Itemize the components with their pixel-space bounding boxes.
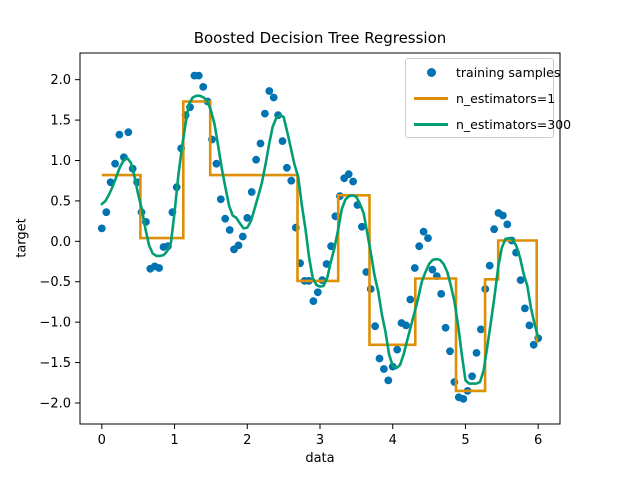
n-estimators-300-line [100,94,540,385]
training-sample-point [358,222,366,231]
training-sample-point [485,261,494,270]
training-sample-point [503,220,512,229]
training-sample-point [199,83,208,91]
legend-label: training samples [456,64,561,80]
training-sample-point [437,290,446,298]
training-sample-point [406,295,415,304]
x-tick-label: 2 [243,433,251,448]
training-sample-point [247,188,256,196]
training-sample-point [472,349,481,357]
training-sample-point [238,232,247,241]
training-sample-point [380,365,388,373]
line-swatch-icon [414,122,448,126]
legend-item-n-estimators-300: n_estimators=300 [413,111,571,137]
y-axis-label: target [14,218,30,258]
y-tick-label: 0.5 [50,194,71,209]
training-sample-point [441,323,450,332]
y-tick-label: −2.0 [39,396,71,411]
training-sample-point [216,195,225,204]
y-tick-label: 0.0 [50,235,71,250]
training-sample-point [459,395,468,403]
y-tick-label: −1.0 [39,316,71,331]
y-tick-label: 1.5 [50,114,71,129]
line-swatch-icon [414,96,448,100]
x-tick-label: 0 [98,433,106,448]
training-sample-point [194,71,203,80]
training-sample-point [499,211,507,220]
training-sample-point [424,234,432,243]
y-tick-label: 2.0 [50,73,71,88]
x-axis-label: data [305,451,335,466]
legend-item-training-samples: training samples [413,59,560,85]
training-sample-point [124,128,133,137]
training-sample-point [375,354,384,363]
legend-item-n-estimators-1: n_estimators=1 [413,85,556,111]
training-sample-point [243,214,252,222]
training-sample-point [261,109,269,118]
x-tick-label: 5 [461,433,469,448]
training-sample-point [371,322,379,331]
training-sample-point [327,242,335,251]
training-sample-point [287,176,296,185]
y-tick-label: 1.0 [50,154,71,169]
training-sample-point [490,225,498,234]
training-sample-point [313,288,322,297]
training-sample-point [446,347,454,356]
training-sample-point [393,345,402,354]
legend-handle [413,122,449,126]
x-tick-label: 3 [316,433,324,448]
legend-handle [413,67,449,77]
training-sample-point [309,297,318,305]
training-sample-point [278,137,287,146]
training-sample-point [234,241,243,250]
training-sample-point [428,265,437,274]
x-tick-label: 1 [170,433,178,448]
legend-label: n_estimators=300 [456,116,572,132]
training-sample-point [344,170,353,179]
training-sample-point [102,208,111,217]
legend-handle [413,96,449,100]
training-sample-point [521,304,529,313]
training-sample-point [212,159,221,168]
training-sample-point [322,260,331,268]
training-sample-point [349,177,357,186]
training-sample-point [525,321,534,330]
plot-area-border [79,52,561,425]
training-sample-point [115,130,124,139]
x-tick-label: 6 [534,433,542,448]
chart-title: Boosted Decision Tree Regression [193,29,447,47]
scatter-marker-icon [426,67,436,77]
legend: training samples n_estimators=1 n_estima… [405,58,571,138]
training-sample-point [97,224,106,233]
training-sample-point [252,155,260,164]
training-sample-point [283,163,291,172]
training-sample-point [225,226,234,234]
training-sample-point [256,139,265,148]
training-sample-point [155,264,164,272]
training-sample-point [410,264,419,272]
y-tick-label: −1.5 [39,356,71,371]
training-sample-point [265,87,274,95]
training-sample-point [111,159,119,168]
y-tick-label: −0.5 [39,275,71,290]
training-sample-point [384,376,393,385]
training-sample-point [468,372,476,381]
training-sample-point [477,325,485,334]
legend-label: n_estimators=1 [456,90,556,106]
training-sample-point [269,93,278,102]
training-sample-point [402,321,410,330]
x-tick-label: 4 [389,433,397,448]
training-sample-point [419,227,428,236]
training-sample-point [516,276,525,284]
training-sample-point [221,214,230,223]
training-sample-point [415,242,424,251]
